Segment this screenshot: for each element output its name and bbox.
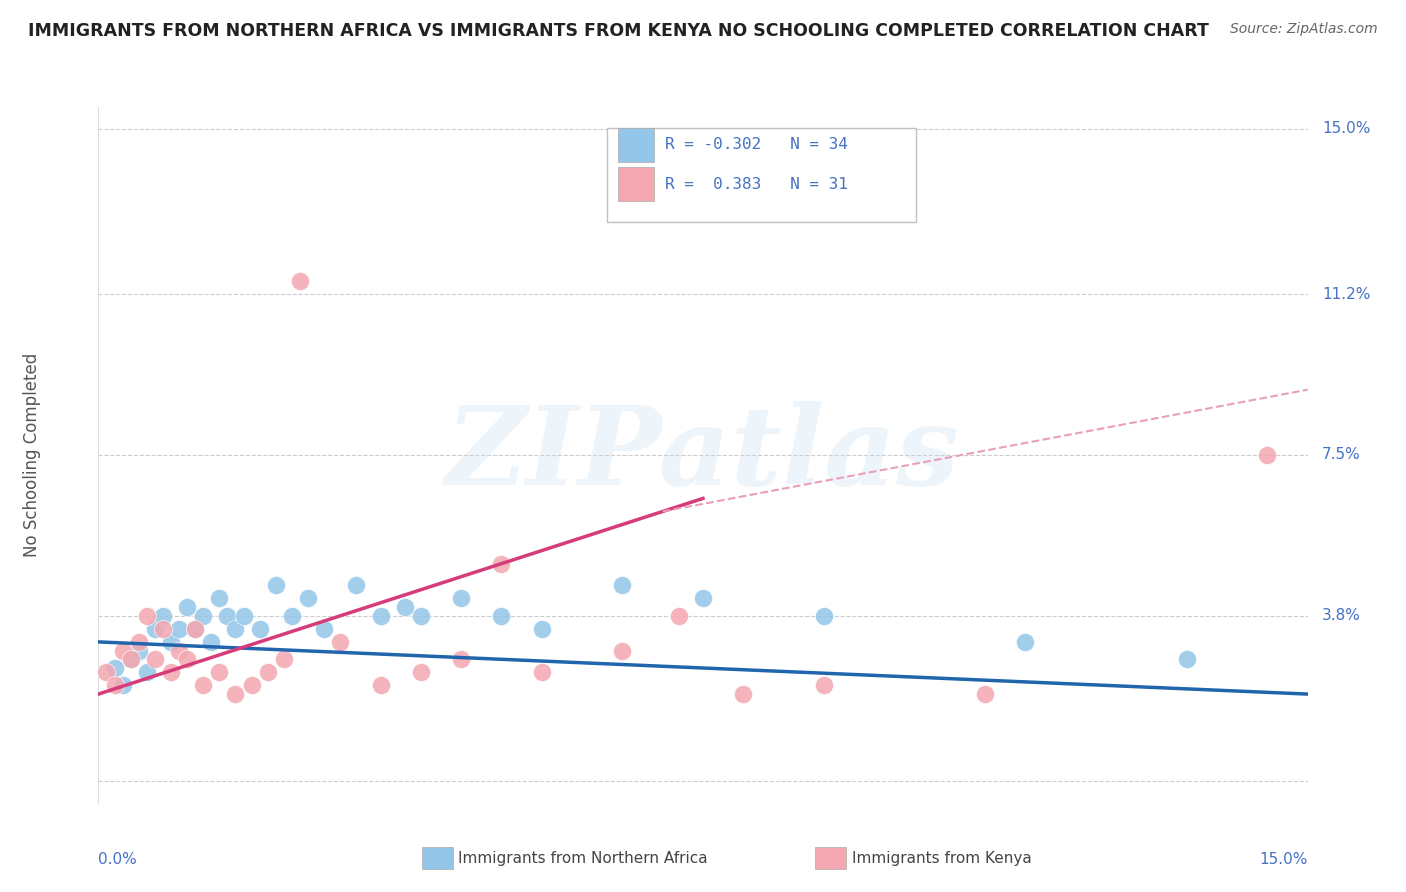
Point [208,665,231,680]
Point [1256,448,1278,462]
Point [329,635,352,649]
Point [160,635,183,649]
Point [491,557,513,571]
Point [224,622,246,636]
Text: IMMIGRANTS FROM NORTHERN AFRICA VS IMMIGRANTS FROM KENYA NO SCHOOLING COMPLETED : IMMIGRANTS FROM NORTHERN AFRICA VS IMMIG… [28,22,1209,40]
Point [120,652,142,666]
Point [249,622,271,636]
Point [184,622,207,636]
Point [813,678,835,692]
Point [103,678,125,692]
Point [224,687,246,701]
Point [167,643,190,657]
Point [256,665,278,680]
Point [143,622,166,636]
Point [491,608,513,623]
Point [530,665,553,680]
Point [612,643,634,657]
Point [120,652,142,666]
Point [409,608,432,623]
Point [232,608,254,623]
Point [152,608,174,623]
Point [160,665,183,680]
Point [273,652,295,666]
Text: ZIPatlas: ZIPatlas [446,401,960,508]
Point [111,678,134,692]
Text: No Schooling Completed: No Schooling Completed [22,353,41,557]
Point [128,635,150,649]
Point [344,578,367,592]
Point [450,591,472,606]
Point [184,622,207,636]
Text: 3.8%: 3.8% [1322,608,1361,624]
Text: 7.5%: 7.5% [1322,448,1361,462]
Point [193,608,215,623]
Text: R = -0.302   N = 34: R = -0.302 N = 34 [665,137,848,153]
Point [200,635,222,649]
Text: 0.0%: 0.0% [98,852,138,866]
Text: Immigrants from Kenya: Immigrants from Kenya [852,851,1032,865]
Point [612,578,634,592]
Point [974,687,997,701]
Point [217,608,239,623]
Point [288,274,311,288]
Text: 15.0%: 15.0% [1260,852,1308,866]
Point [370,608,392,623]
Point [208,591,231,606]
Point [394,600,416,615]
Point [176,600,198,615]
Point [370,678,392,692]
Text: 15.0%: 15.0% [1322,121,1371,136]
Point [103,661,125,675]
Point [167,622,190,636]
Point [96,665,118,680]
Point [450,652,472,666]
Text: Source: ZipAtlas.com: Source: ZipAtlas.com [1230,22,1378,37]
Point [281,608,304,623]
Point [264,578,287,592]
Text: R =  0.383   N = 31: R = 0.383 N = 31 [665,177,848,192]
Point [135,608,157,623]
Point [143,652,166,666]
Point [314,622,336,636]
Point [733,687,755,701]
Point [193,678,215,692]
Point [409,665,432,680]
Point [1014,635,1036,649]
Point [240,678,263,692]
Point [813,608,835,623]
Point [111,643,134,657]
Point [152,622,174,636]
Text: 11.2%: 11.2% [1322,286,1371,301]
Point [297,591,319,606]
Text: Immigrants from Northern Africa: Immigrants from Northern Africa [458,851,709,865]
Point [1175,652,1198,666]
Point [176,652,198,666]
Point [692,591,714,606]
Point [668,608,690,623]
Point [530,622,553,636]
Point [135,665,157,680]
Point [128,643,150,657]
